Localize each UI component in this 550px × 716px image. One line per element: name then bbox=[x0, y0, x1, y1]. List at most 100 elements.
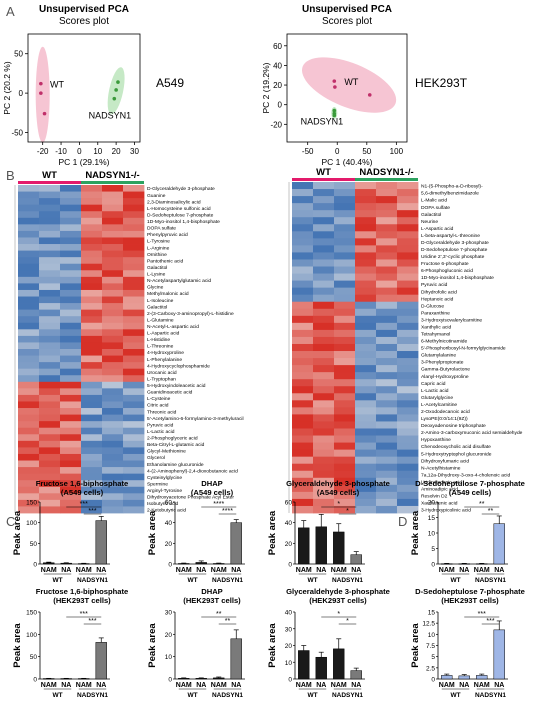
heat-cell bbox=[376, 273, 398, 281]
group-label: WT bbox=[187, 577, 197, 584]
metabolite-label: Galactitol bbox=[147, 304, 167, 310]
heat-cell bbox=[334, 238, 356, 246]
category-label: NAM bbox=[76, 682, 92, 689]
heat-cell bbox=[355, 498, 377, 507]
heat-cell bbox=[60, 296, 82, 304]
heat-cell bbox=[39, 414, 61, 422]
heat-cell bbox=[334, 329, 356, 338]
sig-stars: **** bbox=[213, 501, 224, 508]
heat-cell bbox=[123, 296, 145, 304]
heat-cell bbox=[102, 237, 124, 245]
heat-cell bbox=[39, 250, 61, 258]
metabolite-label: 4-Hydroxycyclophosphamide bbox=[147, 363, 210, 369]
heat-cell bbox=[102, 362, 124, 370]
heat-cell bbox=[60, 506, 82, 514]
heat-cell bbox=[60, 211, 82, 219]
heat-cell bbox=[81, 244, 103, 251]
category-label: NAM bbox=[296, 567, 312, 574]
heat-cell bbox=[313, 386, 335, 394]
metabolite-label: 4-Hydroxyproline bbox=[147, 350, 184, 356]
category-label: NAM bbox=[331, 567, 347, 574]
wt-point bbox=[39, 91, 43, 95]
bar-subtitle: (A549 cells) bbox=[449, 488, 492, 497]
heat-cell bbox=[313, 182, 335, 190]
heat-cell bbox=[355, 329, 377, 338]
metabolite-label: Galactitol bbox=[421, 212, 441, 218]
metabolite-label: Guanidinoacetic acid bbox=[147, 390, 193, 396]
heat-cell bbox=[102, 296, 124, 304]
heat-cell bbox=[376, 393, 398, 401]
metabolite-label: 2-Phosphoglyceric acid bbox=[147, 436, 198, 442]
cell-line-label: HEK293T bbox=[415, 76, 468, 90]
heat-cell bbox=[313, 463, 335, 472]
heat-cell bbox=[18, 257, 40, 265]
heat-cell bbox=[39, 316, 61, 324]
heat-cell bbox=[397, 491, 419, 500]
heat-cell bbox=[292, 435, 314, 443]
bar bbox=[43, 562, 55, 565]
metabolite-label: L-Lactic acid bbox=[147, 429, 175, 435]
heat-cell bbox=[18, 493, 40, 501]
bar-title: Fructose 1,6-biphosphate bbox=[36, 587, 128, 596]
heat-cell bbox=[123, 309, 145, 317]
bar-chart: Glyceraldehyde 3-phosphate(HEK293T cells… bbox=[267, 587, 390, 699]
heat-cell bbox=[123, 191, 145, 199]
heat-cell bbox=[334, 266, 356, 274]
category-label: NA bbox=[459, 682, 469, 689]
heat-cell bbox=[123, 362, 145, 370]
metabolite-label: Glutarylglycine bbox=[421, 395, 453, 401]
heat-cell bbox=[376, 421, 398, 429]
wt-point bbox=[332, 79, 337, 83]
bar bbox=[350, 554, 362, 565]
heat-cell bbox=[376, 365, 398, 373]
heat-cell bbox=[334, 449, 356, 458]
panel-label-c: C bbox=[6, 514, 15, 529]
metabolite-label: Guanine bbox=[147, 193, 166, 199]
heat-cell bbox=[355, 484, 377, 493]
y-tick-label: 40 bbox=[285, 520, 293, 527]
cell-line-label: A549 bbox=[156, 76, 184, 90]
heat-cell bbox=[60, 270, 82, 278]
heat-cell bbox=[397, 280, 419, 289]
heat-cell bbox=[60, 486, 82, 494]
heat-cell bbox=[292, 203, 314, 211]
heat-cell bbox=[81, 276, 103, 284]
heat-cell bbox=[355, 463, 377, 472]
metabolite-label: Aminoadipic acid bbox=[421, 486, 458, 492]
metabolite-label: Neurine bbox=[421, 219, 438, 225]
heat-cell bbox=[102, 342, 124, 350]
heat-cell bbox=[39, 388, 61, 396]
heat-cell bbox=[18, 427, 40, 435]
heat-cell bbox=[313, 280, 335, 289]
metabolite-label: 5,6-dimethylbenzimidazole bbox=[421, 191, 479, 197]
heat-cell bbox=[355, 266, 377, 274]
y-tick-label: -50 bbox=[11, 129, 23, 138]
heat-cell bbox=[376, 372, 398, 380]
heat-cell bbox=[39, 447, 61, 455]
sig-stars: *** bbox=[80, 611, 88, 618]
y-tick-label: 60 bbox=[273, 42, 282, 51]
heat-cell bbox=[292, 210, 314, 218]
sig-stars: *** bbox=[80, 501, 88, 508]
metabolite-label: Ethanolamine glucuronide bbox=[147, 462, 204, 468]
y-tick-label: 5 bbox=[431, 654, 435, 661]
heat-cell bbox=[334, 435, 356, 443]
heat-cell bbox=[18, 349, 40, 356]
heat-cell bbox=[39, 303, 61, 311]
y-tick-label: 10 bbox=[428, 531, 436, 538]
heat-cell bbox=[355, 273, 377, 281]
heat-cell bbox=[376, 491, 398, 500]
nadsyn-point bbox=[112, 96, 117, 101]
heat-cell bbox=[81, 388, 103, 396]
y-tick-label: 0 bbox=[168, 562, 172, 569]
heat-cell bbox=[397, 196, 419, 204]
heat-cell bbox=[60, 467, 82, 475]
heat-cell bbox=[18, 453, 40, 461]
metabolite-label: 5'-Phosphoribosyl-N-formylglycinamide bbox=[421, 346, 506, 352]
heat-group-nadsyn: NADSYN1-/- bbox=[85, 170, 139, 181]
heat-cell bbox=[334, 393, 356, 401]
heat-cell bbox=[334, 343, 356, 352]
heat-cell bbox=[292, 386, 314, 394]
sig-stars: *** bbox=[88, 508, 96, 515]
heat-cell bbox=[60, 427, 82, 435]
